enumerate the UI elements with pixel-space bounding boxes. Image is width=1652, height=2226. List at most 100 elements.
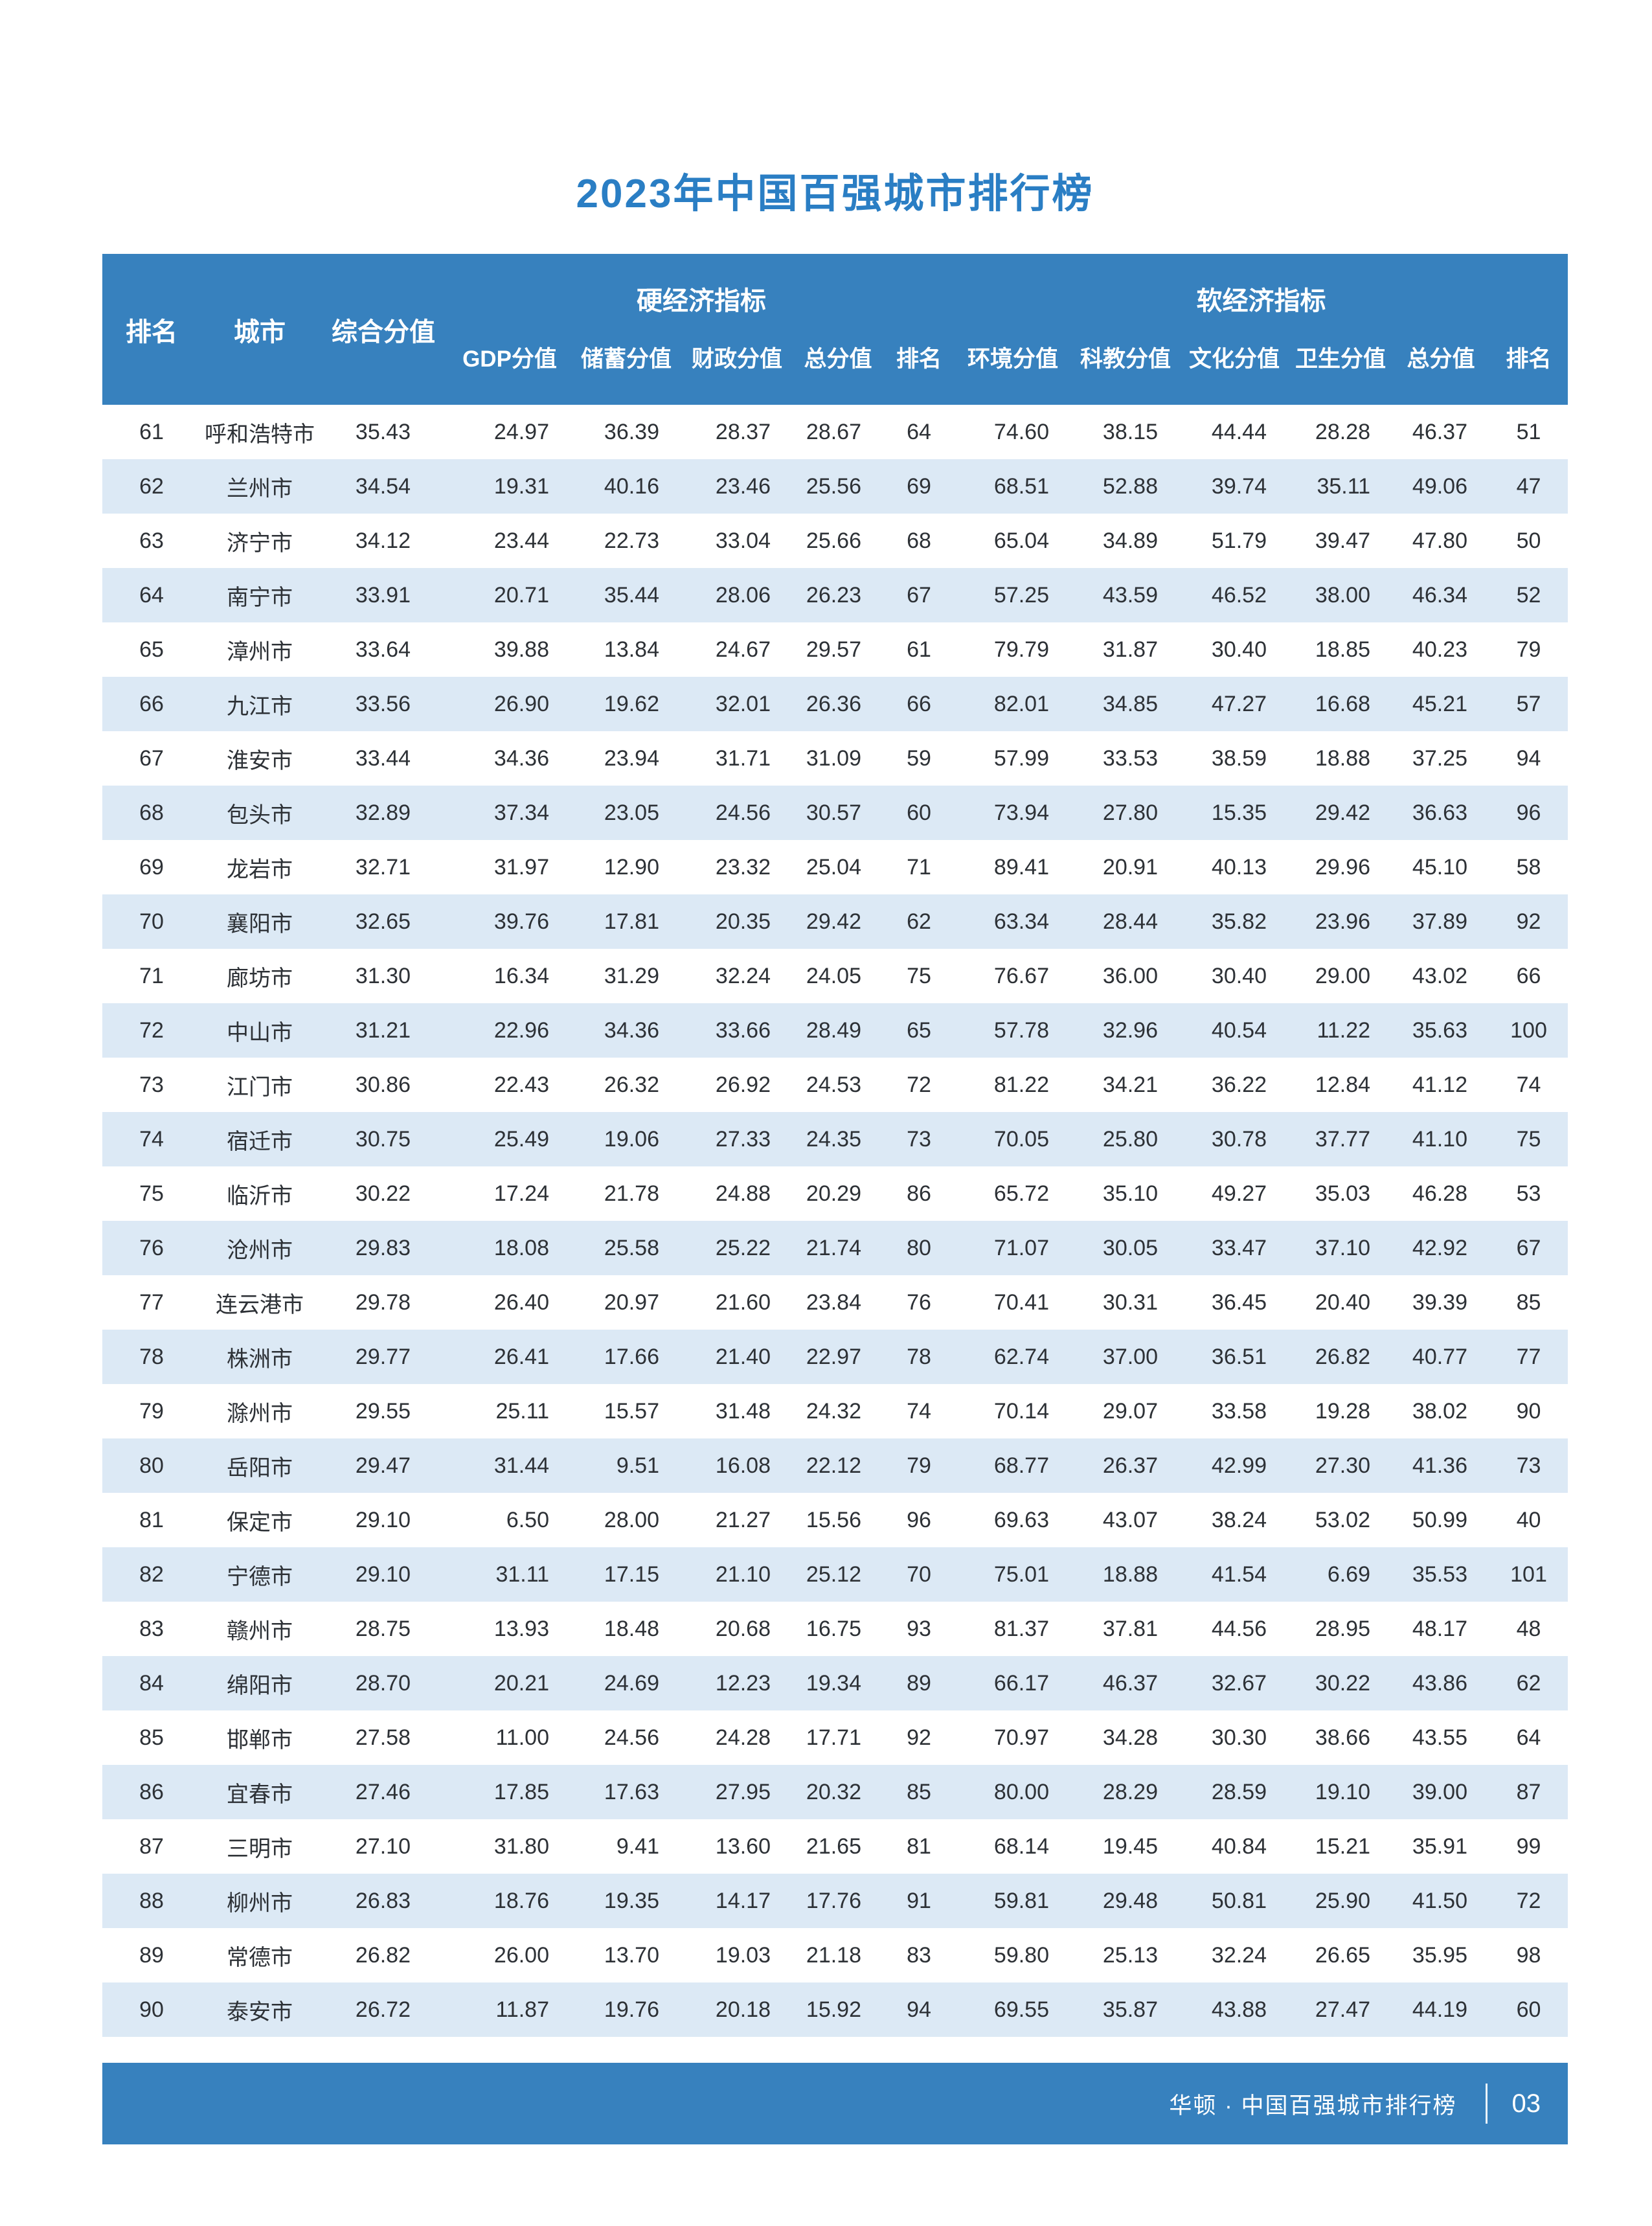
cell-health: 16.68 — [1315, 691, 1370, 716]
cell-soft-total: 40.23 — [1412, 637, 1467, 662]
cell-soft-rank: 62 — [1516, 1670, 1541, 1696]
cell-culture: 41.54 — [1211, 1562, 1267, 1587]
table-row: 84 绵阳市 28.70 20.21 24.69 12.23 19.34 89 66.17 46.… — [102, 1656, 1568, 1710]
ranking-table: 排名 城市 综合分值 硬经济指标 软经济指标 GDP分值 储蓄分值 财政分值 总… — [102, 254, 1568, 2037]
cell-savings: 36.39 — [604, 419, 659, 444]
cell-fiscal: 25.22 — [715, 1235, 771, 1260]
cell-soft-total: 35.91 — [1412, 1834, 1467, 1859]
cell-culture: 30.40 — [1211, 963, 1267, 988]
cell-environment: 65.72 — [993, 1181, 1049, 1206]
cell-composite: 33.64 — [355, 637, 411, 662]
cell-city: 兰州市 — [227, 476, 293, 501]
cell-hard-rank: 81 — [907, 1834, 931, 1859]
cell-composite: 32.89 — [355, 800, 411, 825]
cell-city: 柳州市 — [227, 1891, 293, 1916]
cell-fiscal: 31.48 — [715, 1398, 771, 1424]
cell-rank: 67 — [139, 745, 164, 771]
cell-hard-total: 24.05 — [806, 963, 861, 988]
cell-city: 廊坊市 — [227, 966, 293, 991]
cell-city: 邯郸市 — [227, 1727, 293, 1753]
cell-soft-total: 41.50 — [1412, 1888, 1467, 1913]
cell-composite: 28.75 — [355, 1616, 411, 1641]
cell-soft-rank: 66 — [1516, 963, 1541, 988]
cell-gdp: 26.00 — [493, 1942, 549, 1968]
cell-rank: 86 — [139, 1779, 164, 1804]
cell-environment: 62.74 — [993, 1344, 1049, 1369]
cell-city: 滁州市 — [227, 1401, 293, 1426]
cell-hard-rank: 61 — [907, 637, 931, 662]
cell-gdp: 25.49 — [493, 1126, 549, 1152]
cell-hard-rank: 75 — [907, 963, 931, 988]
cell-environment: 70.14 — [993, 1398, 1049, 1424]
cell-health: 23.96 — [1315, 909, 1370, 934]
cell-soft-total: 46.28 — [1412, 1181, 1467, 1206]
cell-science-edu: 34.85 — [1102, 691, 1158, 716]
cell-hard-total: 19.34 — [806, 1670, 861, 1696]
cell-city: 临沂市 — [227, 1183, 293, 1209]
cell-hard-rank: 64 — [907, 419, 931, 444]
cell-hard-total: 25.04 — [806, 854, 861, 880]
cell-health: 28.95 — [1315, 1616, 1370, 1641]
cell-science-edu: 35.10 — [1102, 1181, 1158, 1206]
cell-soft-total: 41.12 — [1412, 1072, 1467, 1097]
cell-science-edu: 46.37 — [1102, 1670, 1158, 1696]
cell-hard-rank: 66 — [907, 691, 931, 716]
cell-environment: 57.99 — [993, 745, 1049, 771]
cell-science-edu: 28.29 — [1102, 1779, 1158, 1804]
cell-rank: 85 — [139, 1725, 164, 1750]
cell-savings: 35.44 — [604, 582, 659, 608]
cell-gdp: 19.31 — [493, 473, 549, 499]
cell-soft-rank: 98 — [1516, 1942, 1541, 1968]
cell-science-edu: 19.45 — [1102, 1834, 1158, 1859]
cell-rank: 81 — [139, 1507, 164, 1532]
cell-environment: 71.07 — [993, 1235, 1049, 1260]
cell-culture: 32.67 — [1211, 1670, 1267, 1696]
cell-fiscal: 21.40 — [715, 1344, 771, 1369]
cell-city: 襄阳市 — [227, 911, 293, 937]
cell-health: 12.84 — [1315, 1072, 1370, 1097]
cell-soft-total: 50.99 — [1412, 1507, 1467, 1532]
cell-savings: 19.35 — [604, 1888, 659, 1913]
cell-hard-rank: 79 — [907, 1453, 931, 1478]
cell-soft-rank: 96 — [1516, 800, 1541, 825]
cell-soft-total: 46.34 — [1412, 582, 1467, 608]
col-header-savings: 储蓄分值 — [571, 332, 681, 405]
table-row: 81 保定市 29.10 6.50 28.00 21.27 15.56 96 69.63 43.0… — [102, 1493, 1568, 1547]
table-row: 79 滁州市 29.55 25.11 15.57 31.48 24.32 74 70.14 29.… — [102, 1384, 1568, 1438]
cell-health: 28.28 — [1315, 419, 1370, 444]
cell-rank: 72 — [139, 1017, 164, 1043]
cell-composite: 34.54 — [355, 473, 411, 499]
cell-health: 15.21 — [1315, 1834, 1370, 1859]
cell-soft-rank: 52 — [1516, 582, 1541, 608]
cell-city: 宿迁市 — [227, 1129, 293, 1154]
cell-science-edu: 38.15 — [1102, 419, 1158, 444]
cell-culture: 28.59 — [1211, 1779, 1267, 1804]
table-row: 71 廊坊市 31.30 16.34 31.29 32.24 24.05 75 76.67 36.… — [102, 949, 1568, 1003]
cell-hard-rank: 68 — [907, 528, 931, 553]
cell-hard-total: 29.57 — [806, 637, 861, 662]
cell-rank: 88 — [139, 1888, 164, 1913]
cell-composite: 29.78 — [355, 1289, 411, 1315]
table-row: 63 济宁市 34.12 23.44 22.73 33.04 25.66 68 65.04 34.… — [102, 514, 1568, 568]
cell-savings: 24.56 — [604, 1725, 659, 1750]
cell-soft-rank: 77 — [1516, 1344, 1541, 1369]
cell-hard-total: 15.56 — [806, 1507, 861, 1532]
cell-fiscal: 20.18 — [715, 1997, 771, 2022]
cell-rank: 61 — [139, 419, 164, 444]
cell-fiscal: 31.71 — [715, 745, 771, 771]
cell-rank: 70 — [139, 909, 164, 934]
cell-science-edu: 34.89 — [1102, 528, 1158, 553]
cell-savings: 17.15 — [604, 1562, 659, 1587]
cell-gdp: 6.50 — [506, 1507, 549, 1532]
cell-fiscal: 32.01 — [715, 691, 771, 716]
cell-city: 呼和浩特市 — [205, 422, 315, 447]
cell-science-edu: 43.59 — [1102, 582, 1158, 608]
table-row: 69 龙岩市 32.71 31.97 12.90 23.32 25.04 71 89.41 20.… — [102, 840, 1568, 894]
cell-savings: 21.78 — [604, 1181, 659, 1206]
cell-savings: 13.84 — [604, 637, 659, 662]
cell-gdp: 34.36 — [493, 745, 549, 771]
cell-savings: 23.94 — [604, 745, 659, 771]
cell-soft-rank: 57 — [1516, 691, 1541, 716]
cell-environment: 59.80 — [993, 1942, 1049, 1968]
cell-environment: 70.41 — [993, 1289, 1049, 1315]
